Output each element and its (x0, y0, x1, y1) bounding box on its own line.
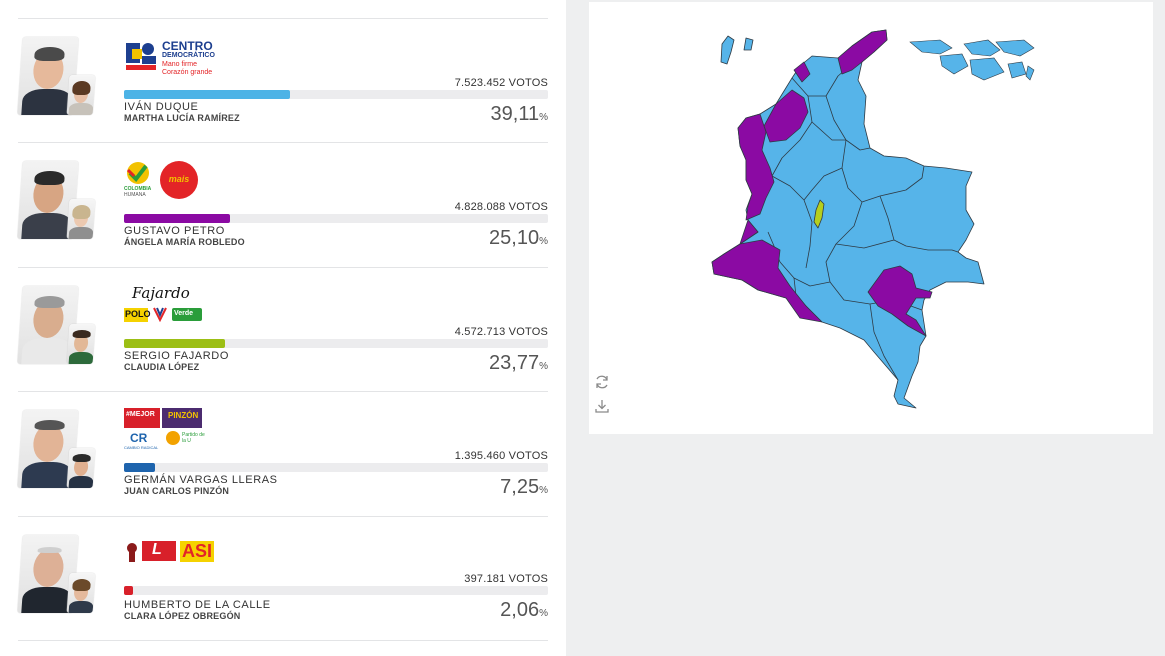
vice-name: CLARA LÓPEZ OBREGÓN (124, 611, 241, 621)
pct-value: 25,10 (489, 227, 540, 249)
logo-tagline-1: Mano firme (162, 61, 198, 68)
vote-share-fill (124, 463, 155, 472)
vice-name: CLAUDIA LÓPEZ (124, 362, 200, 372)
vote-percentage: 23,77% (489, 352, 548, 375)
pct-value: 39,11 (490, 103, 540, 125)
logo-pinzon: PINZÓN (168, 411, 199, 420)
vote-share-bar (124, 463, 548, 472)
map-region-islands-east-a[interactable] (909, 39, 953, 55)
candidate-name: HUMBERTO DE LA CALLE (124, 599, 271, 611)
logo-signature: Fajardo (132, 284, 190, 302)
map-region-atlantico[interactable] (793, 61, 811, 83)
candidate-row-fajardo: Fajardo POLO Verde 4.572.713 VOTOS SERGI… (17, 267, 548, 392)
party-logo-mejor-vargas-lleras: #MEJOR PINZÓN CR CAMBIO RADICAL Partido … (124, 408, 234, 452)
vote-share-bar (124, 214, 548, 223)
candidate-name: GERMÁN VARGAS LLERAS (124, 474, 278, 486)
vice-photo (66, 75, 96, 115)
logo-asi: ASI (180, 541, 215, 562)
vice-photo (66, 448, 96, 488)
map-region-san-andres[interactable] (720, 35, 735, 65)
map-region-vaupes[interactable] (867, 265, 933, 337)
results-map-panel (589, 2, 1153, 434)
candidate-name: GUSTAVO PETRO (124, 225, 225, 237)
candidate-name: IVÁN DUQUE (124, 101, 199, 113)
pct-value: 23,77 (489, 352, 540, 374)
vote-percentage: 25,10% (489, 227, 548, 250)
logo-mais: mais (168, 174, 190, 184)
logo-subtitle: DEMOCRÁTICO (162, 52, 215, 59)
vote-percentage: 7,25% (500, 476, 548, 499)
vote-count: 397.181 VOTOS (464, 573, 548, 585)
map-region-choco[interactable] (737, 113, 775, 221)
vote-share-bar (124, 339, 548, 348)
pct-sign: % (539, 236, 548, 247)
vote-share-fill (124, 586, 133, 595)
map-region-islands-east-e[interactable] (995, 39, 1035, 57)
vice-name: JUAN CARLOS PINZÓN (124, 486, 230, 496)
vote-percentage: 2,06% (500, 599, 548, 622)
candidate-row-vargas-lleras: #MEJOR PINZÓN CR CAMBIO RADICAL Partido … (17, 391, 548, 516)
logo-title: CENTRO (162, 39, 213, 53)
map-region-islands-east-c[interactable] (963, 39, 1001, 57)
vote-share-bar (124, 90, 548, 99)
results-list: CENTRO DEMOCRÁTICO Mano firme Corazón gr… (0, 0, 566, 656)
logo-polo: POLO (125, 309, 151, 319)
vote-share-fill (124, 90, 290, 99)
party-logo-liberal-asi: L ASI (124, 539, 234, 583)
pct-value: 2,06 (500, 599, 540, 621)
vote-count: 4.828.088 VOTOS (454, 201, 548, 213)
logo-liberal: L (152, 541, 162, 558)
pct-sign: % (539, 485, 548, 496)
pct-value: 7,25 (500, 476, 540, 498)
candidate-row-duque: CENTRO DEMOCRÁTICO Mano firme Corazón gr… (17, 18, 548, 143)
vice-photo (66, 573, 96, 613)
vice-name: ÁNGELA MARÍA ROBLEDO (124, 237, 245, 247)
map-region-bogota[interactable] (813, 199, 825, 229)
vice-name: MARTHA LUCÍA RAMÍREZ (124, 113, 240, 123)
map-region-guajira-magdalena[interactable] (837, 29, 888, 75)
vote-percentage: 39,11% (491, 103, 548, 126)
pct-sign: % (539, 608, 548, 619)
refresh-icon[interactable] (594, 374, 610, 393)
vote-share-fill (124, 214, 231, 223)
logo-text-b: HUMANA (124, 192, 146, 198)
map-region-valle-cauca-narino[interactable] (711, 219, 823, 323)
logo-cr-sub: CAMBIO RADICAL (124, 445, 159, 450)
candidate-row-petro: COLOMBIA HUMANA mais 4.828.088 VOTOS GUS… (17, 142, 548, 267)
vote-share-fill (124, 339, 225, 348)
logo-text-a: COLOMBIA (124, 186, 152, 192)
logo-tagline-2: Corazón grande (162, 69, 213, 76)
map-region-country-base[interactable] (711, 29, 985, 409)
candidate-row-de-la-calle: L ASI 397.181 VOTOS HUMBERTO DE LA CALLE… (17, 516, 548, 641)
logo-mejor: #MEJOR (126, 411, 155, 418)
vote-count: 4.572.713 VOTOS (454, 326, 548, 338)
party-logo-centro-democratico: CENTRO DEMOCRÁTICO Mano firme Corazón gr… (124, 39, 234, 83)
party-logo-fajardo: Fajardo POLO Verde (124, 284, 234, 328)
pct-sign: % (539, 112, 548, 123)
map-region-islands-east-g[interactable] (1025, 65, 1035, 81)
list-bottom-divider (18, 640, 548, 641)
logo-cr: CR (130, 431, 148, 445)
vice-photo (66, 199, 96, 239)
vote-count: 1.395.460 VOTOS (454, 450, 548, 462)
vice-photo (66, 324, 96, 364)
map-region-islands-east-f[interactable] (1007, 61, 1027, 79)
colombia-departments-map (711, 29, 1035, 409)
logo-verde: Verde (174, 310, 194, 317)
map-region-providencia[interactable] (743, 37, 754, 51)
party-logo-colombia-humana-mais: COLOMBIA HUMANA mais (124, 159, 234, 203)
map-region-islands-east-d[interactable] (969, 57, 1005, 81)
logo-partido-u: Partido de la U (182, 432, 205, 444)
candidate-name: SERGIO FAJARDO (124, 350, 229, 362)
pct-sign: % (539, 361, 548, 372)
download-icon[interactable] (594, 398, 610, 417)
vote-count: 7.523.452 VOTOS (454, 77, 548, 89)
vote-share-bar (124, 586, 548, 595)
map-region-islands-east-b[interactable] (939, 53, 969, 75)
